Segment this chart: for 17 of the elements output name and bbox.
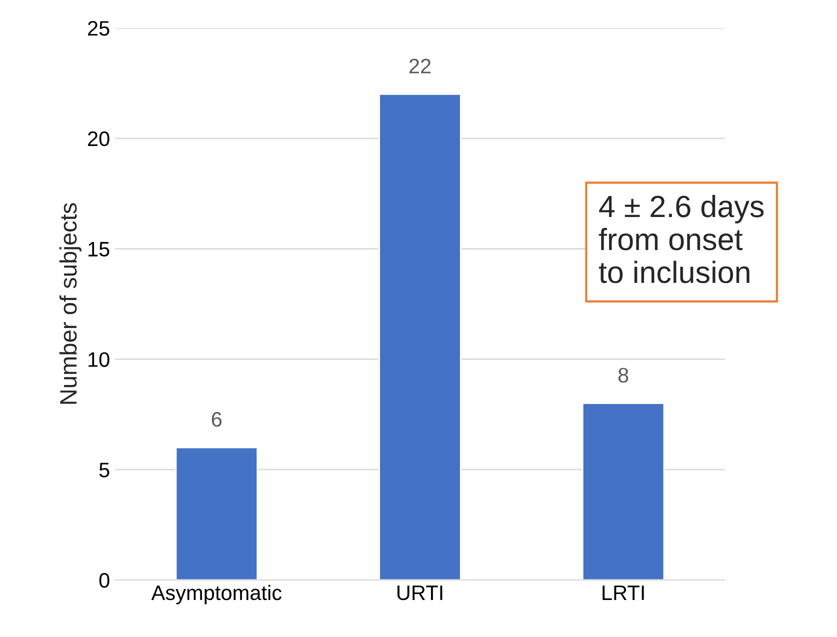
annotation: 4 ± 2.6 days from onset to inclusion xyxy=(598,194,764,284)
y-tick-label: 20 xyxy=(88,131,110,146)
y-axis-title: Number of subjects xyxy=(59,203,82,404)
data-label: 8 xyxy=(618,368,628,383)
data-label: 6 xyxy=(212,412,222,427)
x-tick-label: URTI xyxy=(397,586,442,600)
y-tick-label: 0 xyxy=(99,573,110,588)
x-tick-label: LRTI xyxy=(602,586,644,600)
bar xyxy=(378,94,462,580)
y-tick-label: 5 xyxy=(99,462,110,478)
bar xyxy=(582,402,665,580)
y-tick-label: 10 xyxy=(88,352,110,367)
y-tick-label: 25 xyxy=(88,21,110,36)
y-tick-label: 15 xyxy=(88,242,110,257)
x-tick-label: Asymptomatic xyxy=(151,584,282,604)
data-label: 22 xyxy=(409,58,431,74)
bar xyxy=(175,446,258,580)
